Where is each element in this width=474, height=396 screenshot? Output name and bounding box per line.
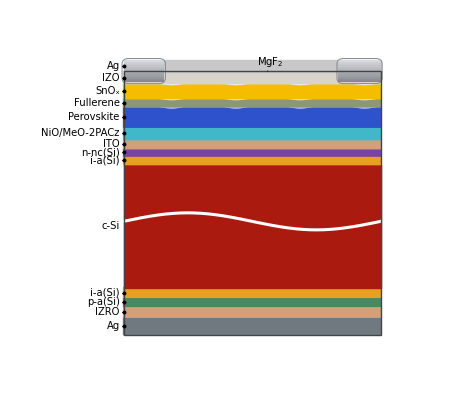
Text: Fullerene: Fullerene <box>74 98 120 108</box>
Bar <box>338 65 381 67</box>
Bar <box>124 72 164 73</box>
Bar <box>338 81 381 82</box>
Polygon shape <box>124 97 381 107</box>
Polygon shape <box>124 143 381 156</box>
Text: ITO: ITO <box>103 139 120 149</box>
Bar <box>338 61 381 62</box>
Text: SnOₓ: SnOₓ <box>95 86 120 96</box>
Bar <box>338 76 381 77</box>
Bar <box>124 65 164 67</box>
Bar <box>338 80 381 81</box>
Bar <box>338 63 381 64</box>
Text: IZRO: IZRO <box>95 307 120 317</box>
Polygon shape <box>124 121 381 140</box>
Text: i-a(Si): i-a(Si) <box>91 287 120 297</box>
Bar <box>338 67 381 68</box>
Text: n-nc(Si): n-nc(Si) <box>81 147 120 158</box>
Bar <box>338 68 381 69</box>
Bar <box>124 63 164 64</box>
Bar <box>124 67 164 68</box>
Bar <box>124 69 164 70</box>
Polygon shape <box>124 165 381 288</box>
Text: NiO/MeO-2PACz: NiO/MeO-2PACz <box>42 128 120 139</box>
Polygon shape <box>124 133 381 149</box>
Text: c-Si: c-Si <box>101 221 120 231</box>
Bar <box>124 64 164 65</box>
Text: p-a(Si): p-a(Si) <box>87 297 120 307</box>
Bar <box>124 61 164 62</box>
Polygon shape <box>124 105 381 127</box>
Bar <box>124 78 164 79</box>
Bar <box>124 76 164 77</box>
Polygon shape <box>124 150 381 165</box>
Bar <box>338 72 381 73</box>
Bar <box>338 73 381 74</box>
Polygon shape <box>124 282 381 297</box>
Bar <box>124 71 381 335</box>
Polygon shape <box>124 82 381 99</box>
Bar <box>338 79 381 80</box>
Polygon shape <box>124 60 381 72</box>
Text: MgF$_2$: MgF$_2$ <box>257 55 284 69</box>
Bar <box>124 80 164 81</box>
Bar <box>338 77 381 78</box>
Bar <box>124 60 164 61</box>
Text: Ag: Ag <box>107 321 120 331</box>
Bar <box>124 81 164 82</box>
Bar <box>124 68 164 69</box>
Polygon shape <box>124 311 381 335</box>
Text: Ag: Ag <box>107 61 120 70</box>
Bar <box>124 74 164 76</box>
Bar <box>124 71 164 72</box>
Bar <box>338 74 381 76</box>
Bar <box>124 79 164 80</box>
Text: Perovskite: Perovskite <box>68 112 120 122</box>
Text: i-a(Si): i-a(Si) <box>91 155 120 166</box>
Bar <box>338 62 381 63</box>
Bar <box>338 78 381 79</box>
Bar <box>338 64 381 65</box>
Polygon shape <box>124 300 381 317</box>
Bar <box>338 69 381 70</box>
Bar <box>338 70 381 71</box>
Bar <box>124 73 164 74</box>
Bar <box>124 62 164 63</box>
Bar <box>338 71 381 72</box>
Bar <box>124 70 164 71</box>
Polygon shape <box>124 69 381 84</box>
Bar <box>124 77 164 78</box>
Text: IZO: IZO <box>102 72 120 83</box>
Polygon shape <box>124 291 381 307</box>
Bar <box>338 60 381 61</box>
